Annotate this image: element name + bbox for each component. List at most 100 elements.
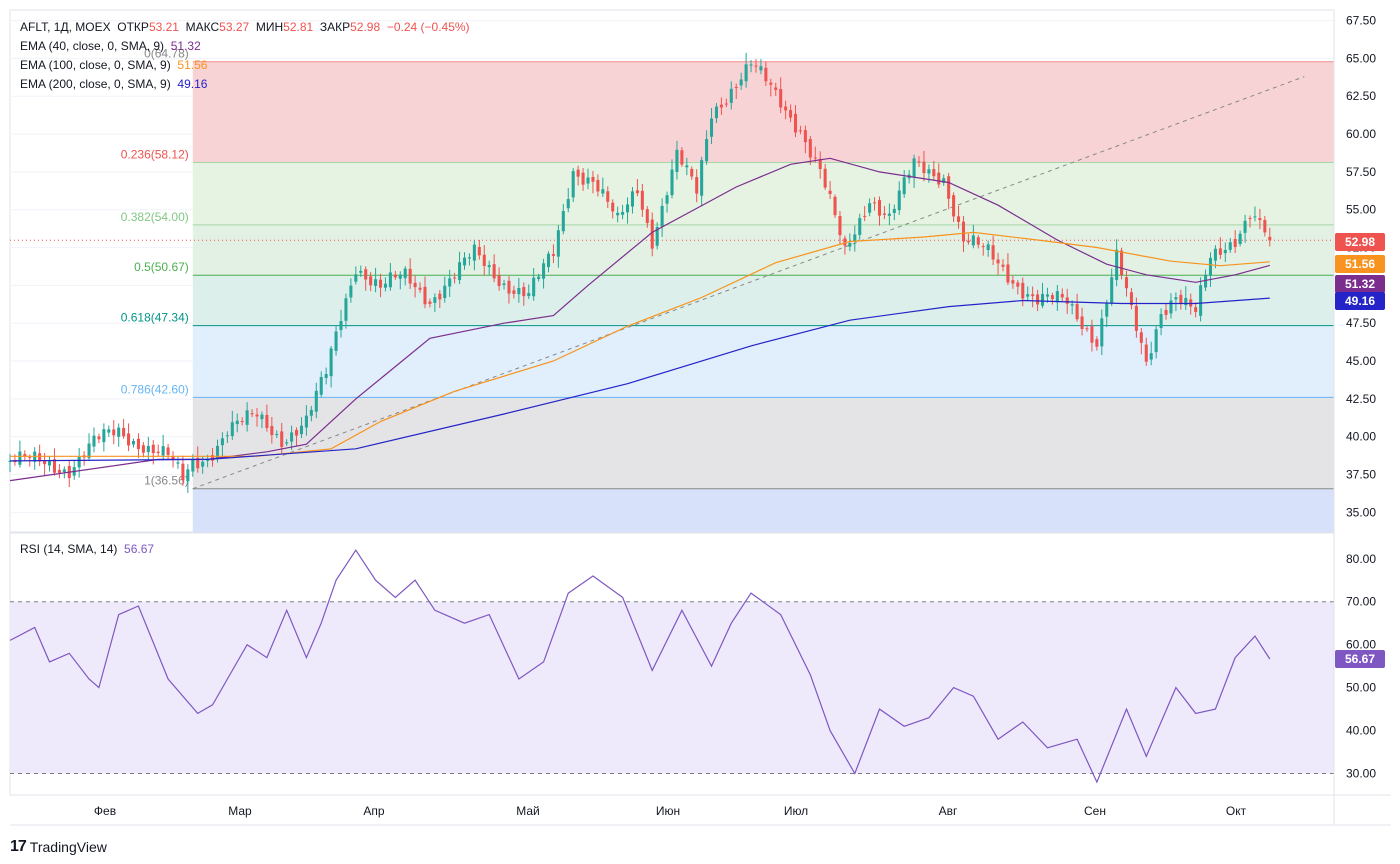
- candle: [966, 240, 970, 243]
- candle: [537, 276, 541, 280]
- candle: [650, 219, 654, 249]
- candle: [1110, 277, 1114, 303]
- tradingview-branding[interactable]: 17 TradingView: [10, 838, 107, 856]
- price-tag-label: 51.32: [1345, 277, 1375, 291]
- candle: [1065, 297, 1069, 304]
- candle: [596, 180, 600, 192]
- candle: [971, 235, 975, 246]
- candle: [645, 209, 649, 224]
- fib-zone: [192, 488, 1335, 532]
- candle: [873, 202, 877, 204]
- low-label: МИН: [255, 20, 284, 34]
- symbol-label[interactable]: AFLT, 1Д, MOEX: [20, 20, 111, 34]
- candle: [369, 276, 373, 286]
- axes: 67.5065.0062.5060.0057.5055.0052.5050.00…: [10, 10, 1391, 826]
- candle: [665, 195, 669, 204]
- candle: [23, 454, 27, 457]
- ema40-label: EMA (40, close, 0, SMA, 9): [20, 39, 165, 53]
- candle: [329, 348, 333, 377]
- candle: [215, 445, 220, 459]
- price-pane[interactable]: 0(64.78) 0.236(58.12) 0.382(54.00) 0.5(50.6…: [8, 9, 1335, 533]
- candle: [1204, 274, 1208, 288]
- candle: [423, 286, 427, 305]
- candle: [1090, 326, 1094, 343]
- candle: [196, 458, 200, 469]
- candle: [176, 462, 180, 464]
- candle: [882, 213, 886, 215]
- tradingview-logo-icon: 17: [10, 838, 27, 855]
- candle: [1120, 250, 1124, 276]
- candle: [942, 178, 946, 184]
- candle: [838, 216, 842, 236]
- candle: [1169, 300, 1173, 314]
- candle: [349, 285, 353, 298]
- candle: [201, 461, 205, 467]
- candle: [1016, 282, 1020, 287]
- candle: [186, 469, 190, 482]
- rsi-tag: [1335, 649, 1385, 668]
- price-tag: [1335, 275, 1385, 293]
- candle: [1011, 280, 1015, 284]
- ema100-legend[interactable]: EMA (100, close, 0, SMA, 9) 51.56: [20, 56, 470, 75]
- candle: [1144, 344, 1148, 362]
- candle: [546, 253, 551, 268]
- price-tag-label: 51.56: [1345, 257, 1375, 271]
- rsi-label: RSI (14, SMA, 14): [20, 542, 118, 556]
- candle: [265, 414, 269, 428]
- candle: [448, 278, 452, 287]
- fib-level-label: 0.5(50.67): [134, 260, 189, 274]
- candle: [1055, 291, 1059, 303]
- high-label: МАКС: [185, 20, 220, 34]
- candle: [304, 415, 308, 428]
- candle: [517, 287, 521, 295]
- candle: [220, 438, 224, 446]
- time-axis-label: Май: [516, 804, 540, 818]
- candle: [191, 459, 195, 472]
- ema40-legend[interactable]: EMA (40, close, 0, SMA, 9) 51.32: [20, 37, 470, 56]
- price-tag: [1335, 255, 1385, 273]
- ema-line: [10, 231, 1270, 457]
- fib-zone: [192, 397, 1335, 489]
- candle: [705, 138, 709, 162]
- candle: [1021, 282, 1025, 299]
- candle: [146, 445, 150, 453]
- candle: [784, 106, 788, 111]
- candle: [1095, 339, 1099, 347]
- candle: [107, 429, 111, 433]
- ema200-legend[interactable]: EMA (200, close, 0, SMA, 9) 49.16: [20, 75, 470, 94]
- fib-zone: [192, 275, 1335, 326]
- candle: [225, 435, 229, 437]
- price-axis-tick: 57.50: [1346, 165, 1376, 179]
- candle: [739, 79, 743, 86]
- candle: [319, 376, 323, 395]
- candle: [714, 106, 718, 119]
- rsi-pane[interactable]: [9, 532, 1335, 796]
- rsi-legend[interactable]: RSI (14, SMA, 14) 56.67: [20, 540, 154, 559]
- candle: [255, 414, 259, 417]
- fib-zone: [192, 61, 1335, 163]
- candle: [1105, 303, 1109, 317]
- candle: [512, 290, 516, 294]
- candle: [280, 431, 284, 447]
- candle: [1060, 293, 1064, 298]
- candle: [314, 390, 318, 412]
- candle: [92, 435, 96, 447]
- candle: [976, 237, 980, 245]
- candle: [1258, 218, 1262, 221]
- candle: [47, 461, 52, 466]
- high-value: 53.27: [219, 20, 250, 34]
- candle: [413, 282, 417, 288]
- candle: [685, 165, 689, 168]
- price-axis-tick: 40.00: [1346, 430, 1376, 444]
- candle: [892, 208, 896, 214]
- candle: [354, 274, 358, 282]
- candle: [1228, 242, 1232, 250]
- time-axis-label: Сен: [1084, 804, 1106, 818]
- candle: [477, 246, 481, 256]
- fib-level-label: 0.236(58.12): [121, 148, 189, 162]
- candle: [161, 446, 165, 456]
- candle: [117, 427, 121, 437]
- candle: [1194, 307, 1198, 312]
- candle: [334, 331, 338, 351]
- candle: [428, 301, 432, 304]
